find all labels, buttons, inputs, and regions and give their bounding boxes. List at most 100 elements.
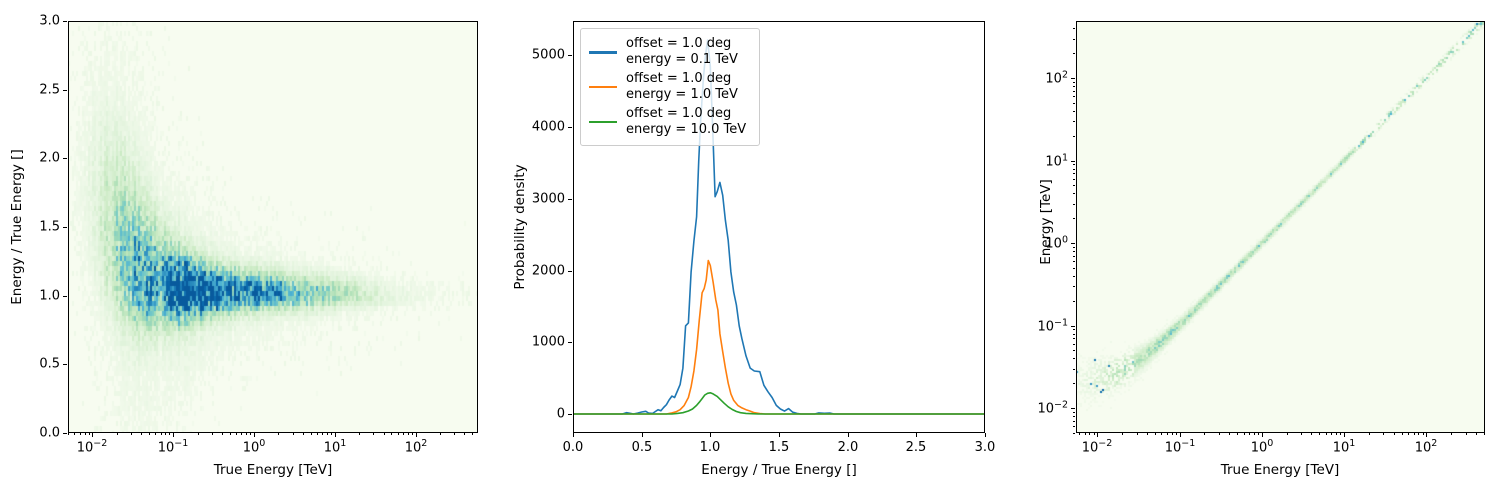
x-minor-tick [327, 433, 328, 435]
x-minor-tick [464, 433, 465, 435]
x-major-tick [1262, 433, 1263, 437]
legend-line-swatch-blue [589, 51, 617, 54]
y-minor-tick [1073, 169, 1075, 170]
x-major-tick [642, 433, 643, 437]
x-minor-tick [1085, 433, 1086, 435]
legend-label: energy = 10.0 TeV [626, 122, 747, 138]
legend-label: energy = 0.1 TeV [626, 52, 738, 68]
x-minor-tick [241, 433, 242, 435]
x-tick-label: 2.0 [837, 440, 859, 455]
x-minor-tick [155, 433, 156, 435]
x-minor-tick [250, 433, 251, 435]
y-major-tick [63, 158, 67, 159]
x-minor-tick [1161, 433, 1162, 435]
middle-xaxis-label: Energy / True Energy [] [701, 462, 857, 478]
x-minor-tick [212, 433, 213, 435]
legend-entry: offset = 1.0 deg energy = 10.0 TeV [589, 106, 750, 139]
x-minor-tick [1394, 433, 1395, 435]
x-minor-tick [1408, 433, 1409, 435]
y-minor-tick [1073, 91, 1075, 92]
x-minor-tick [1229, 433, 1230, 435]
y-minor-tick [1073, 256, 1075, 257]
x-tick-label: 101 [1332, 438, 1356, 456]
x-minor-tick [311, 433, 312, 435]
y-minor-tick [1073, 111, 1075, 112]
x-major-tick [173, 433, 174, 437]
x-minor-tick [322, 433, 323, 435]
x-minor-tick [1137, 433, 1138, 435]
y-minor-tick [1073, 82, 1075, 83]
x-minor-tick [1244, 433, 1245, 435]
x-minor-tick [149, 433, 150, 435]
x-minor-tick [1089, 433, 1090, 435]
y-minor-tick [1073, 383, 1075, 384]
y-minor-tick [1073, 96, 1075, 97]
legend: offset = 1.0 deg energy = 0.1 TeV offset… [580, 28, 760, 147]
legend-label: energy = 1.0 TeV [626, 87, 738, 103]
x-minor-tick [1122, 433, 1123, 435]
x-tick-label: 102 [1414, 438, 1438, 456]
x-minor-tick [384, 433, 385, 435]
x-minor-tick [1204, 433, 1205, 435]
x-minor-tick [1219, 433, 1220, 435]
x-minor-tick [278, 433, 279, 435]
x-major-tick [985, 433, 986, 437]
x-tick-label: 10−2 [76, 438, 108, 456]
x-minor-tick [1466, 433, 1467, 435]
x-minor-tick [359, 433, 360, 435]
x-minor-tick [89, 433, 90, 435]
x-minor-tick [1484, 433, 1485, 435]
y-tick-label: 4000 [531, 119, 565, 135]
x-minor-tick [222, 433, 223, 435]
y-tick-label: 102 [1045, 69, 1068, 87]
x-minor-tick [1079, 433, 1080, 435]
legend-label: offset = 1.0 deg [626, 105, 732, 121]
y-tick-label: 1.0 [39, 288, 60, 304]
x-minor-tick [391, 433, 392, 435]
x-major-tick [710, 433, 711, 437]
x-major-tick [848, 433, 849, 437]
x-minor-tick [293, 433, 294, 435]
y-major-tick [63, 364, 67, 365]
y-major-tick [568, 127, 572, 128]
x-tick-label: 2.5 [905, 440, 927, 455]
x-minor-tick [1414, 433, 1415, 435]
x-minor-tick [303, 433, 304, 435]
x-tick-label: 10−1 [157, 438, 189, 456]
x-minor-tick [236, 433, 237, 435]
x-minor-tick [80, 433, 81, 435]
x-major-tick [1180, 433, 1181, 437]
x-minor-tick [412, 433, 413, 435]
y-minor-tick [1073, 204, 1075, 205]
y-minor-tick [1073, 185, 1075, 186]
y-minor-tick [1073, 426, 1075, 427]
x-minor-tick [1476, 433, 1477, 435]
legend-entry: offset = 1.0 deg energy = 1.0 TeV [589, 71, 750, 104]
x-minor-tick [1094, 433, 1095, 435]
x-minor-tick [85, 433, 86, 435]
x-minor-tick [472, 433, 473, 435]
x-minor-tick [1176, 433, 1177, 435]
x-minor-tick [1249, 433, 1250, 435]
y-major-tick [1071, 408, 1075, 409]
y-major-tick [63, 433, 67, 434]
x-tick-label: 0.5 [631, 440, 653, 455]
x-minor-tick [1172, 433, 1173, 435]
y-major-tick [1071, 243, 1075, 244]
y-minor-tick [1073, 173, 1075, 174]
x-minor-tick [74, 433, 75, 435]
y-major-tick [568, 199, 572, 200]
x-minor-tick [1423, 433, 1424, 435]
x-major-tick [779, 433, 780, 437]
x-minor-tick [141, 433, 142, 435]
energy-dispersion-heatmap-canvas [68, 21, 478, 433]
y-minor-tick [1073, 136, 1075, 137]
y-minor-tick [1073, 179, 1075, 180]
x-minor-tick [246, 433, 247, 435]
y-minor-tick [1073, 193, 1075, 194]
y-minor-tick [1073, 344, 1075, 345]
x-minor-tick [1331, 433, 1332, 435]
y-major-tick [63, 90, 67, 91]
x-minor-tick [373, 433, 374, 435]
x-tick-label: 102 [404, 438, 428, 456]
